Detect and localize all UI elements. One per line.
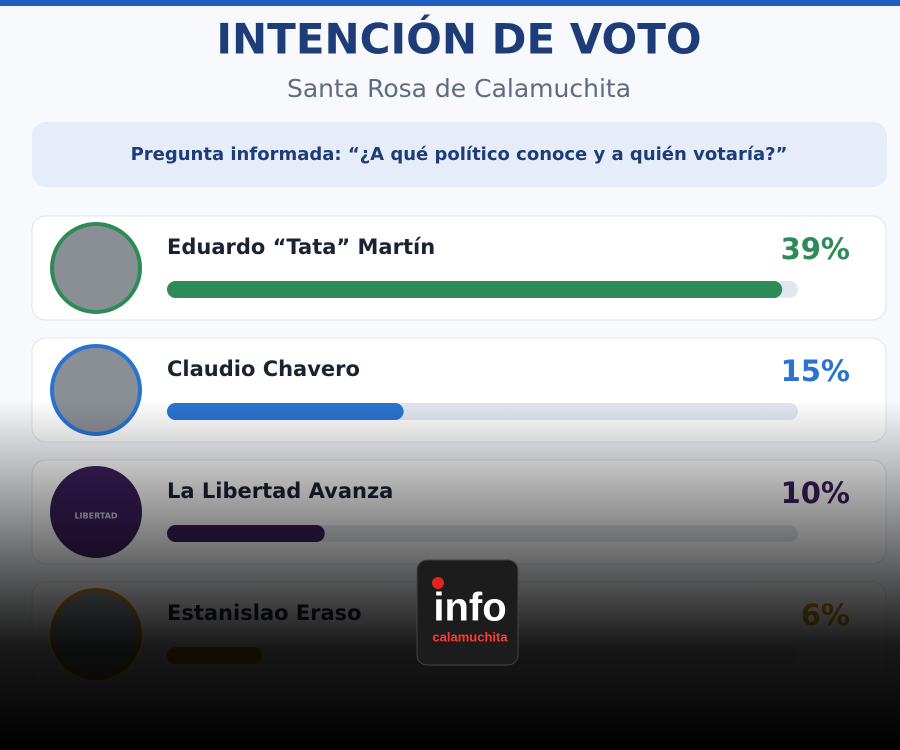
value-label: 39% (781, 232, 850, 266)
logo: info calamuchita (416, 559, 519, 666)
value-label: 15% (781, 354, 850, 388)
category-label: Claudio Chavero (167, 357, 360, 381)
card (31, 215, 887, 321)
bar (167, 281, 783, 298)
question: Pregunta informada: “¿A qué político con… (131, 144, 788, 165)
title: INTENCIÓN DE VOTO (216, 14, 701, 64)
logo-top: info (433, 586, 506, 630)
logo-bottom: calamuchita (432, 629, 508, 644)
logo-dot (432, 577, 444, 589)
question-box (32, 122, 887, 187)
category-label: Eduardo “Tata” Martín (167, 235, 435, 259)
subtitle: Santa Rosa de Calamuchita (287, 74, 631, 103)
avatar (50, 222, 142, 314)
top-strip (0, 0, 900, 6)
